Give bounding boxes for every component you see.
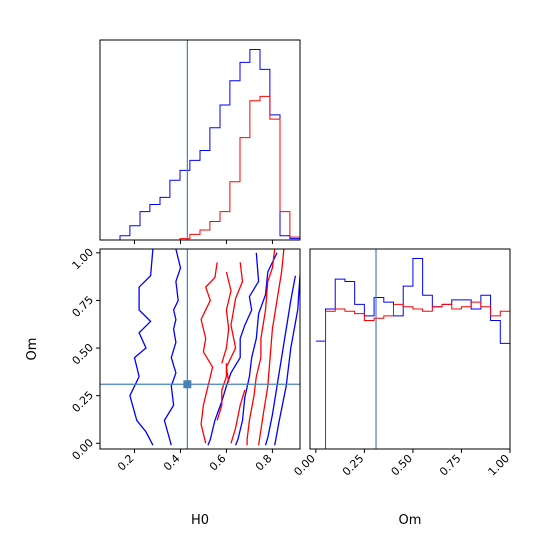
- x-tick-label-2: 0.4: [161, 452, 183, 474]
- histogram-series-2: [315, 301, 510, 450]
- contour-series-1-level-5: [264, 275, 297, 446]
- y-tick-label-3: 0.50: [70, 341, 97, 368]
- contour-lines: [129, 249, 300, 446]
- axes-frame: [309, 248, 511, 450]
- y-tick-label-4: 0.75: [70, 293, 97, 320]
- x-axis-label: Om: [399, 513, 422, 528]
- contour-series-2-level-7: [257, 249, 285, 446]
- x-tick-label-5: 1.00: [486, 452, 513, 479]
- y-tick-label-5: 1.00: [70, 246, 97, 273]
- x-tick-label-1: 0.00: [291, 452, 318, 479]
- histogram-series-2: [100, 95, 300, 241]
- x-tick-label-3: 0.50: [389, 452, 416, 479]
- contour-series-2-level-6: [246, 249, 276, 446]
- contour-series-1-level-1: [129, 249, 154, 446]
- panel-hist-om: 0.00 0.25 0.50 0.75 1.00 Om: [291, 248, 513, 528]
- x-tick-label-2: 0.25: [340, 452, 367, 479]
- y-tick-label-1: 0.00: [70, 436, 97, 463]
- histogram-series-1: [100, 49, 300, 241]
- contour-series-1-level-2: [163, 249, 182, 446]
- y-tick-label-2: 0.25: [70, 389, 97, 416]
- truth-marker: [183, 380, 192, 389]
- panel-contour: 0.2 0.4 0.6 0.8 0.00 0.25 0.50 0.75 1.00 H0 Om: [25, 246, 301, 528]
- contour-series-1-level-3: [207, 252, 260, 446]
- contour-series-2-level-5: [230, 389, 246, 444]
- contour-series-1-level-4: [234, 252, 278, 446]
- x-axis-label: H0: [191, 513, 209, 528]
- x-tick-label-3: 0.6: [207, 452, 229, 474]
- histogram-series-1: [315, 258, 510, 344]
- panel-hist-h0: [99, 39, 301, 244]
- axes-frame: [99, 248, 301, 450]
- contour-series-1-level-6: [274, 275, 300, 446]
- contour-series-2-level-4: [225, 262, 244, 383]
- x-tick-label-1: 0.2: [115, 452, 137, 474]
- axes-frame: [99, 39, 301, 241]
- contour-series-2-level-2: [221, 271, 232, 364]
- contour-series-2-level-1: [200, 262, 218, 444]
- x-tick-label-4: 0.75: [437, 452, 464, 479]
- y-axis-label: Om: [25, 338, 40, 361]
- contour-series-2-level-3: [216, 363, 228, 421]
- x-tick-label-4: 0.8: [253, 452, 275, 474]
